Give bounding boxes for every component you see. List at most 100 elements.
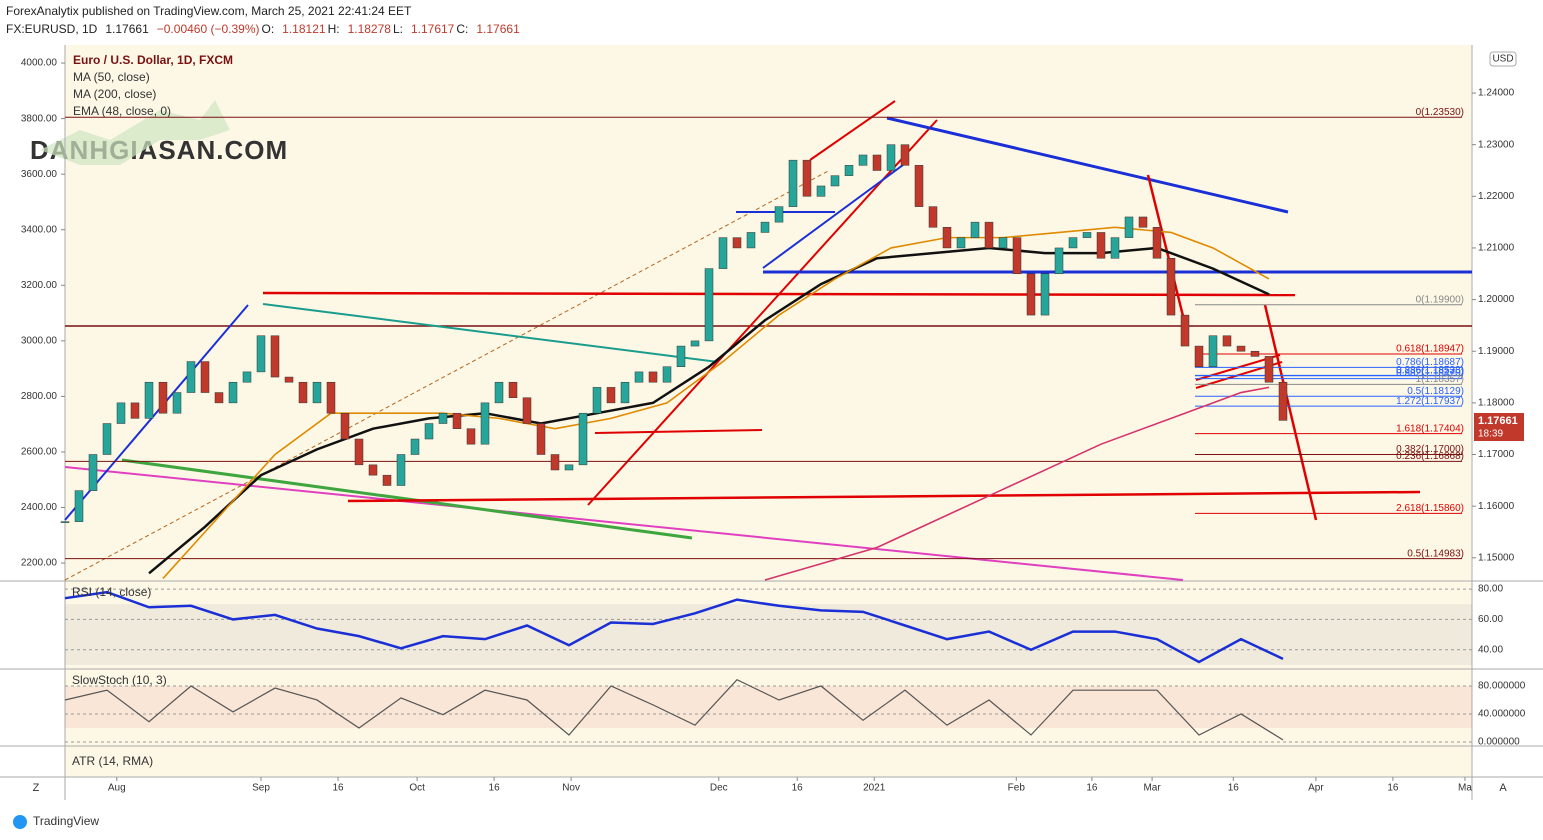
channel-line [587,119,938,506]
candle [970,221,980,238]
candle [690,340,700,347]
candle [396,454,406,486]
candle [200,361,210,393]
fib-label: 1.272(1.17937) [1396,396,1464,407]
left-tick-label: 3000.00 [21,335,58,346]
candle [480,402,490,445]
candle [872,154,882,171]
y-tick-label: 1.20000 [1478,294,1515,305]
candle [186,361,196,393]
candle [242,371,252,383]
x-tick-label: 16 [332,783,344,794]
y-tick-label: 40.000000 [1478,709,1526,720]
quote-line: FX:EURUSD, 1D 1.17661 −0.00460 (−0.39%) O: 1… [6,22,520,36]
panel-label: ATR (14, RMA) [72,754,153,768]
panel-label: RSI (14, close) [72,585,151,599]
y-tick-label: 1.17000 [1478,449,1515,460]
candle [1054,247,1064,275]
x-tick-label: Mar [1143,783,1161,794]
candle [1180,314,1190,347]
candle [284,376,294,383]
quote-item: 1.18278 [348,22,392,36]
candle [1124,216,1134,238]
x-tick-label: Aug [108,783,126,794]
candle [858,154,868,166]
candle [760,221,770,233]
candle [256,335,266,373]
candle [564,464,574,471]
candle [1166,258,1176,316]
candle [1264,356,1274,383]
candle [928,206,938,228]
candle [550,454,560,471]
candle [648,371,658,383]
candle [732,237,742,249]
x-tick-label: 2021 [863,783,886,794]
quote-item: H: [328,22,340,36]
candle [704,268,714,342]
candle [956,237,966,249]
x-tick-label: Nov [562,783,580,794]
moving-average [148,246,1270,575]
quote-item: O: [262,22,275,36]
candle [984,221,994,249]
candle [746,232,756,249]
currency-badge[interactable] [1489,51,1517,67]
x-tick-label: Dec [710,783,728,794]
x-tick-label: Oct [409,783,425,794]
quote-item: FX:EURUSD, 1D [6,22,98,36]
candle [1278,381,1288,421]
legend-item: MA (50, close) [73,70,150,84]
fib-label: 0.5(1.18129) [1407,386,1464,397]
fib-label: 2.618(1.15860) [1396,503,1464,514]
y-tick-label: 1.22000 [1478,191,1515,202]
trendline [1146,174,1185,317]
corner-button[interactable]: A [1499,782,1507,794]
candle [424,423,434,440]
x-tick-label: Ma [1458,783,1472,794]
channel-line [809,100,896,161]
candle [326,381,336,414]
quote-item: −0.00460 (−0.39%) [157,22,260,36]
left-tick-label: 2200.00 [21,558,58,569]
candle [270,335,280,378]
candle [1208,335,1218,367]
fib-label: 0.382(1.17000) [1396,444,1464,455]
candle [802,159,812,197]
footer-logo [13,815,27,829]
band [65,685,1472,728]
countdown: 18:39 [1478,429,1503,440]
candle [354,438,364,466]
y-tick-label: 1.19000 [1478,346,1515,357]
fib-label: 0.382(1.18470) [1396,368,1464,379]
price-tag: 1.17661 [1478,415,1518,427]
candle [1138,216,1148,228]
fib-label: 1(1.18357) [1416,374,1464,385]
candle [830,175,840,187]
candle [382,474,392,486]
quote-item: 1.17661 [476,22,520,36]
panel-label: SlowStoch (10, 3) [72,673,167,687]
candle [298,381,308,404]
candle [1026,273,1036,316]
candle [1250,350,1260,357]
publisher: ForexAnalytix published on TradingView.c… [6,4,412,18]
candle [942,227,952,249]
y-tick-label: 60.00 [1478,614,1503,625]
corner-button[interactable]: Z [33,782,40,794]
fib-label: 0.886(1.18533) [1396,365,1464,376]
fib-label: 0.236(1.16868) [1396,451,1464,462]
fib-label: 0.5(1.14983) [1407,548,1464,559]
y-tick-label: 1.15000 [1478,552,1515,563]
y-tick-label: 40.00 [1478,644,1503,655]
trendline [762,164,904,269]
x-tick-label: 16 [1387,783,1399,794]
trendline [121,458,693,540]
legend-item: MA (200, close) [73,87,156,101]
candle [102,423,112,455]
candle [452,412,462,429]
currency: USD [1492,54,1513,65]
trendline [64,466,1184,581]
footer: TradingView [33,814,99,828]
